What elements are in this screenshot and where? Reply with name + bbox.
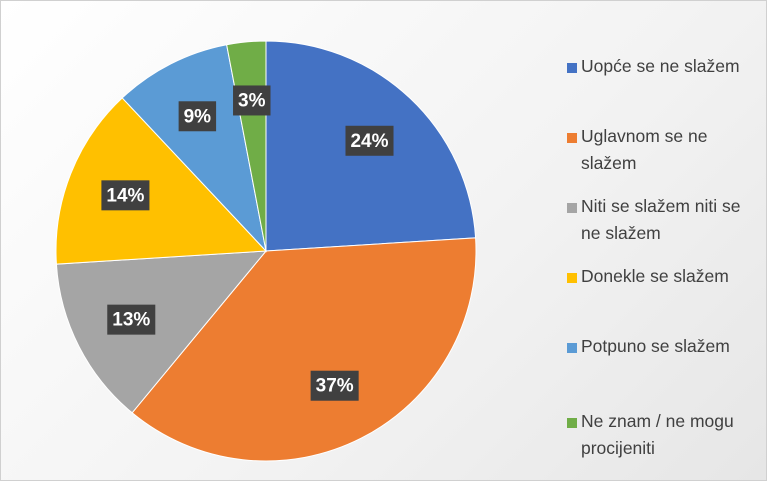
data-label: 14% bbox=[101, 180, 150, 211]
data-label-box bbox=[178, 101, 217, 132]
legend-swatch bbox=[567, 343, 577, 353]
data-label-text: 9% bbox=[184, 106, 212, 127]
data-label-text: 13% bbox=[112, 310, 150, 331]
data-label: 9% bbox=[178, 101, 217, 132]
data-label-text: 3% bbox=[238, 90, 266, 111]
data-label-box bbox=[310, 370, 359, 401]
pie-slice bbox=[55, 250, 268, 414]
legend-label: Niti se slažem niti se ne slažem bbox=[581, 196, 741, 243]
legend-swatch bbox=[567, 63, 577, 73]
pie-slice bbox=[55, 97, 268, 265]
data-label-text: 37% bbox=[316, 376, 354, 397]
data-label-box bbox=[233, 85, 271, 116]
legend-swatch bbox=[567, 203, 577, 213]
legend-item: Ne znam / ne mogu procijeniti bbox=[567, 411, 761, 462]
legend-item: Uglavnom se ne slažem bbox=[567, 126, 761, 177]
legend-label: Uopće se ne slažem bbox=[581, 56, 740, 76]
legend-swatch bbox=[567, 273, 577, 283]
data-label-box bbox=[345, 125, 394, 156]
legend-label: Ne znam / ne mogu procijeniti bbox=[581, 411, 734, 458]
pie-slice bbox=[121, 44, 267, 253]
pie-slice bbox=[131, 237, 477, 462]
data-label: 3% bbox=[233, 85, 271, 116]
data-label-text: 14% bbox=[106, 185, 144, 206]
data-label: 13% bbox=[107, 304, 156, 335]
legend-swatch bbox=[567, 418, 577, 428]
data-label: 24% bbox=[345, 125, 394, 156]
legend-item: Uopće se ne slažem bbox=[567, 56, 761, 80]
data-label-box bbox=[101, 180, 150, 211]
pie-area: 24% 37% 13% 14% 9% 3% bbox=[55, 40, 477, 462]
data-label-box bbox=[107, 304, 156, 335]
legend-label: Uglavnom se ne slažem bbox=[581, 126, 708, 173]
legend-item: Donekle se slažem bbox=[567, 266, 761, 290]
legend-swatch bbox=[567, 133, 577, 143]
legend-label: Donekle se slažem bbox=[581, 266, 729, 286]
data-label: 37% bbox=[310, 370, 359, 401]
legend-item: Potpuno se slažem bbox=[567, 336, 761, 360]
data-label-text: 24% bbox=[350, 131, 388, 152]
legend-item: Niti se slažem niti se ne slažem bbox=[567, 196, 761, 247]
legend-label: Potpuno se slažem bbox=[581, 336, 730, 356]
